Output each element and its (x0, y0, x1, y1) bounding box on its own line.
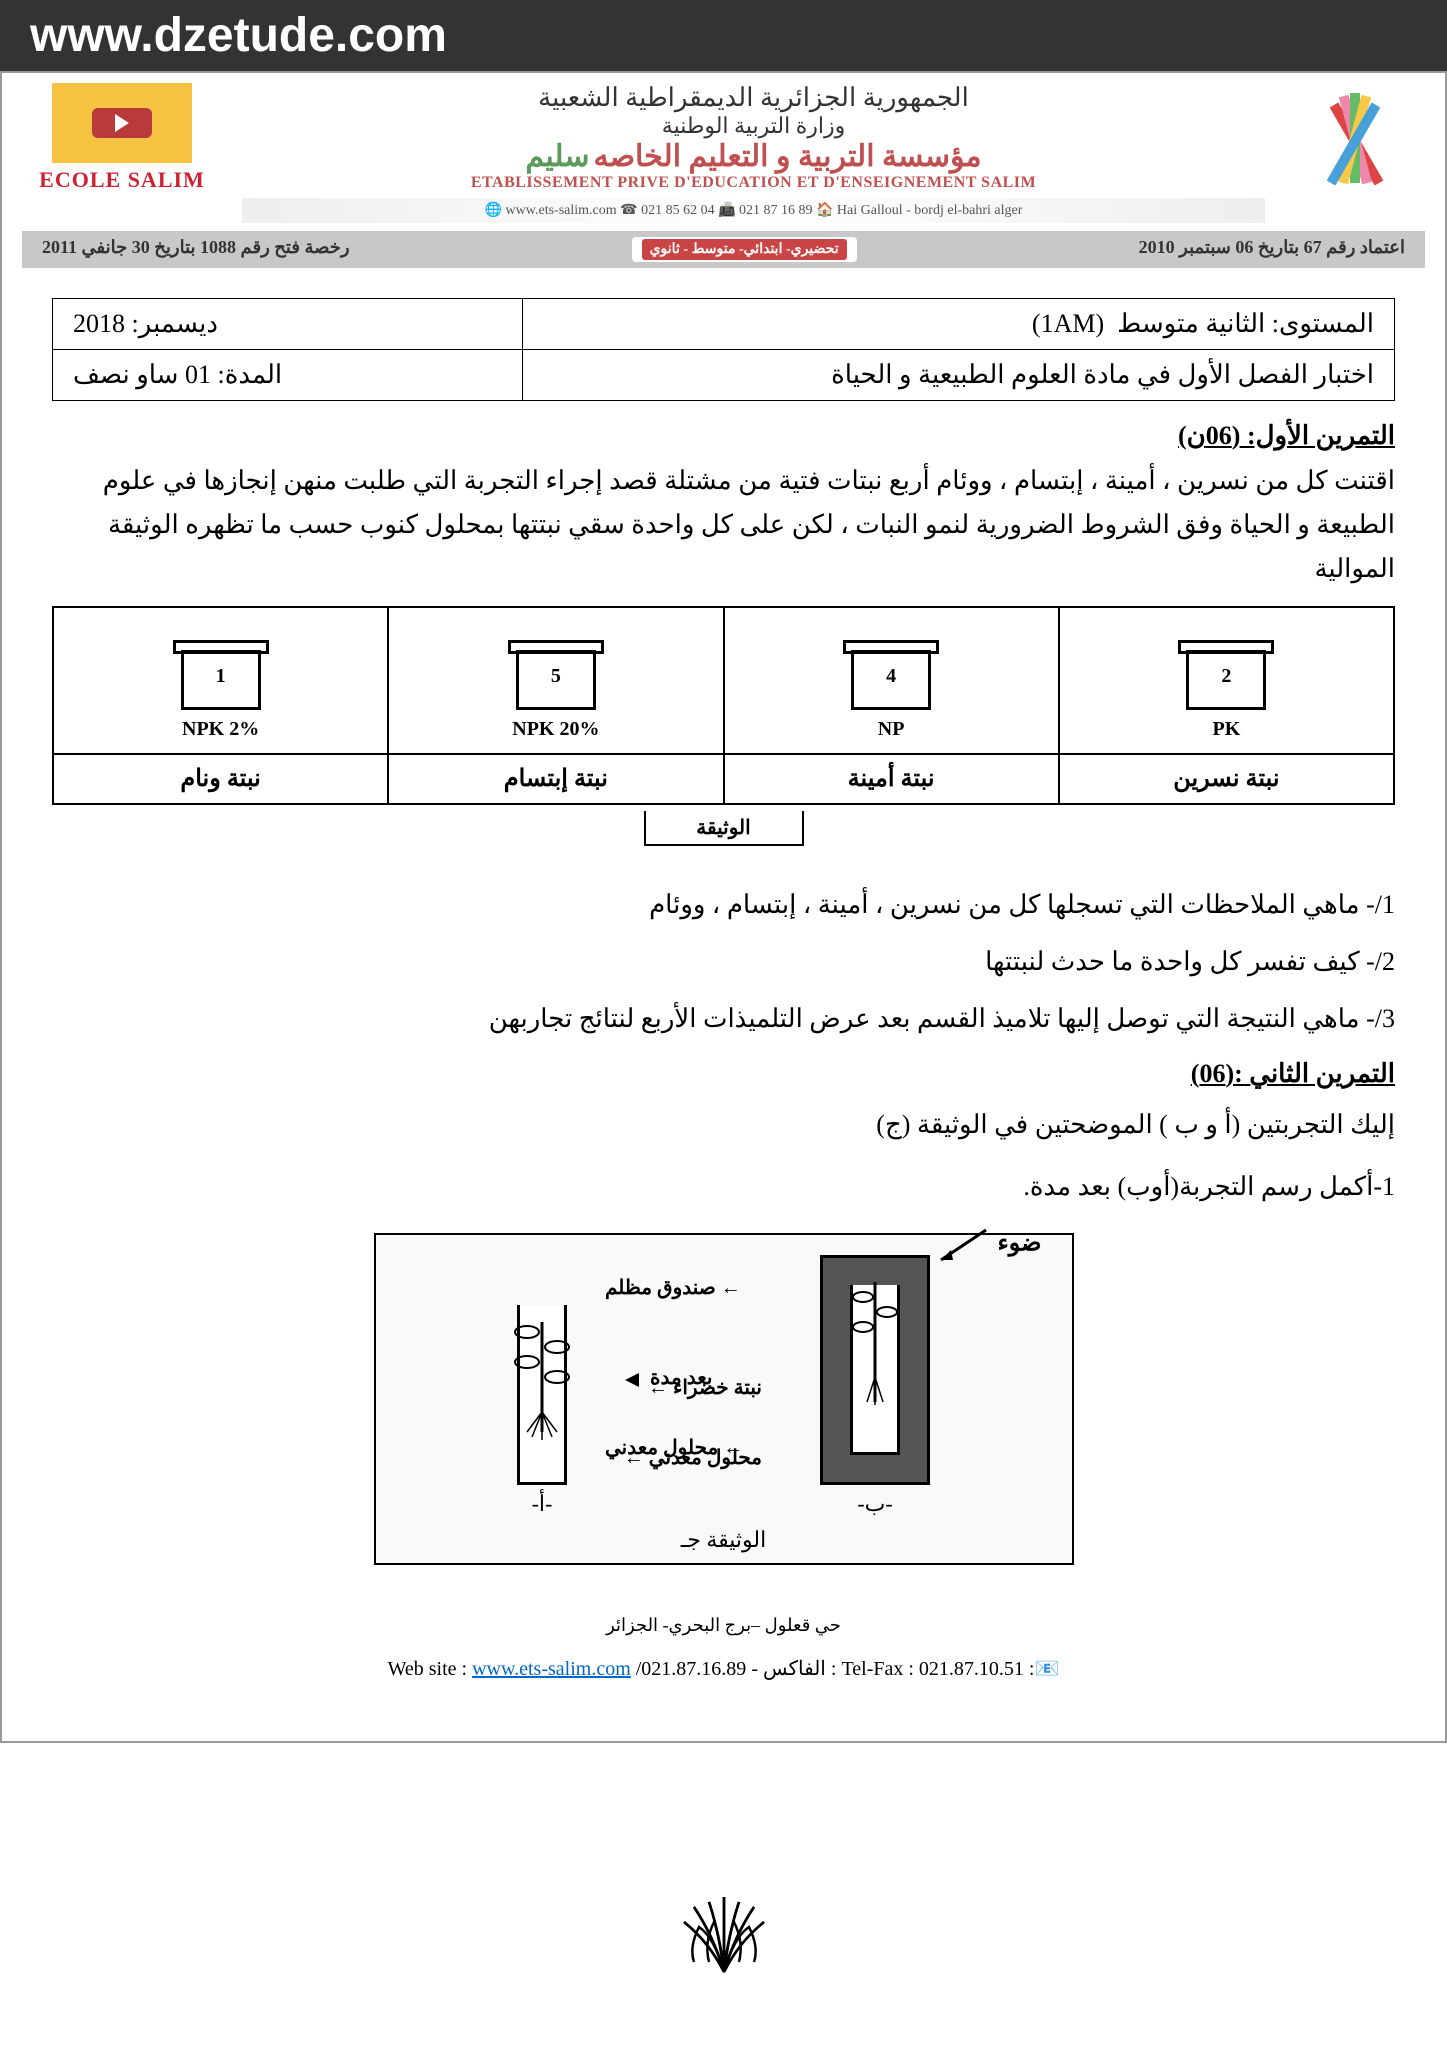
footer-address: حي قعلول –برج البحري- الجزائر (52, 1615, 1395, 1636)
subject-cell: اختبار الفصل الأول في مادة العلوم الطبيع… (522, 350, 1394, 401)
date-cell: ديسمبر: 2018 (53, 299, 523, 350)
level-code: (1AM) (1032, 309, 1104, 338)
doc-caption: الوثيقة (644, 811, 804, 846)
ex1-questions: 1/- ماهي الملاحظات التي تسجلها كل من نسر… (52, 876, 1395, 1048)
ex2-intro: إليك التجربتين (أ و ب ) الموضحتين في الو… (52, 1099, 1395, 1151)
label-mineral-sol2: ← محلول معدني (605, 1435, 743, 1460)
org-name: مؤسسة التربية و التعليم الخاصه (593, 140, 981, 173)
label-after: بعد مدة (625, 1365, 712, 1390)
ex1-q1: 1/- ماهي الملاحظات التي تسجلها كل من نسر… (52, 876, 1395, 933)
watermark-text: www.dzetude.com (30, 9, 447, 62)
school-logo: ECOLE SALIM (22, 83, 222, 193)
plant-cell: 1NPK 2% (53, 607, 388, 754)
license-left: رخصة فتح رقم 1088 بتاريخ 30 جانفي 2011 (42, 237, 350, 262)
dark-box (820, 1255, 930, 1485)
header-section: ECOLE SALIM الجمهورية الجزائرية الديمقرا… (2, 73, 1445, 268)
diagram-doc-c: ضوء (374, 1233, 1074, 1565)
watermark-bar: www.dzetude.com (0, 0, 1447, 71)
pencils-icon (1285, 83, 1425, 193)
footer-contact: Web site : www.ets-salim.com /021.87.16.… (52, 1656, 1395, 1681)
label-b: -ب- (745, 1491, 1005, 1517)
diagram-caption: الوثيقة جـ (406, 1527, 1042, 1553)
plant-cell: 2PK (1059, 607, 1394, 754)
level-label: المستوى: الثانية متوسط (1117, 309, 1374, 338)
logo-text: ECOLE SALIM (22, 167, 222, 193)
accred-right: اعتماد رقم 67 بتاريخ 06 سبتمبر 2010 (1139, 237, 1405, 262)
plant-cell: 5NPK 20% (388, 607, 723, 754)
plant-cell: 4NP (724, 607, 1059, 754)
duration-cell: المدة: 01 ساو نصف (53, 350, 523, 401)
document-body: المستوى: الثانية متوسط (1AM) ديسمبر: 201… (2, 268, 1445, 1741)
ex2-q1: 1-أكمل رسم التجربة(أوب) بعد مدة. (52, 1161, 1395, 1213)
org-subtitle: ETABLISSEMENT PRIVE D'EDUCATION ET D'ENS… (242, 174, 1265, 192)
plants-table: 1NPK 2%5NPK 20%4NP2PK نبتة ونامنبتة إبتس… (52, 606, 1395, 805)
owner-cell: نبتة ونام (53, 754, 388, 804)
info-table: المستوى: الثانية متوسط (1AM) ديسمبر: 201… (52, 298, 1395, 401)
ex1-q2: 2/- كيف تفسر كل واحدة ما حدث لنبتتها (52, 933, 1395, 990)
republic-title: الجمهورية الجزائرية الديمقراطية الشعبية (242, 83, 1265, 113)
label-a: -أ- (442, 1491, 642, 1517)
page-container: ECOLE SALIM الجمهورية الجزائرية الديمقرا… (0, 71, 1447, 1743)
ex1-paragraph: اقتنت كل من نسرين ، أمينة ، إبتسام ، ووئ… (52, 459, 1395, 592)
tube-a (517, 1305, 567, 1485)
owner-cell: نبتة نسرين (1059, 754, 1394, 804)
footer: حي قعلول –برج البحري- الجزائر Web site :… (52, 1585, 1395, 1721)
website-link[interactable]: www.ets-salim.com (472, 1658, 631, 1680)
label-dark-box: ← صندوق مظلم (605, 1275, 741, 1300)
accreditation-bar: رخصة فتح رقم 1088 بتاريخ 30 جانفي 2011 ت… (22, 231, 1425, 268)
ex2-title: التمرين الثاني :(06) (52, 1059, 1395, 1089)
ministry-title: وزارة التربية الوطنية (242, 113, 1265, 139)
owner-cell: نبتة أمينة (724, 754, 1059, 804)
owner-cell: نبتة إبتسام (388, 754, 723, 804)
ex1-q3: 3/- ماهي النتيجة التي توصل إليها تلاميذ … (52, 990, 1395, 1047)
org-brand: سليم (525, 140, 589, 173)
contact-bar: 🌐 www.ets-salim.com ☎ 021 85 62 04 📠 021… (242, 198, 1265, 223)
level-tag: تحضيري- ابتدائي- متوسط - ثانوي (642, 239, 847, 260)
ex1-title: التمرين الأول: (06ن) (52, 421, 1395, 451)
